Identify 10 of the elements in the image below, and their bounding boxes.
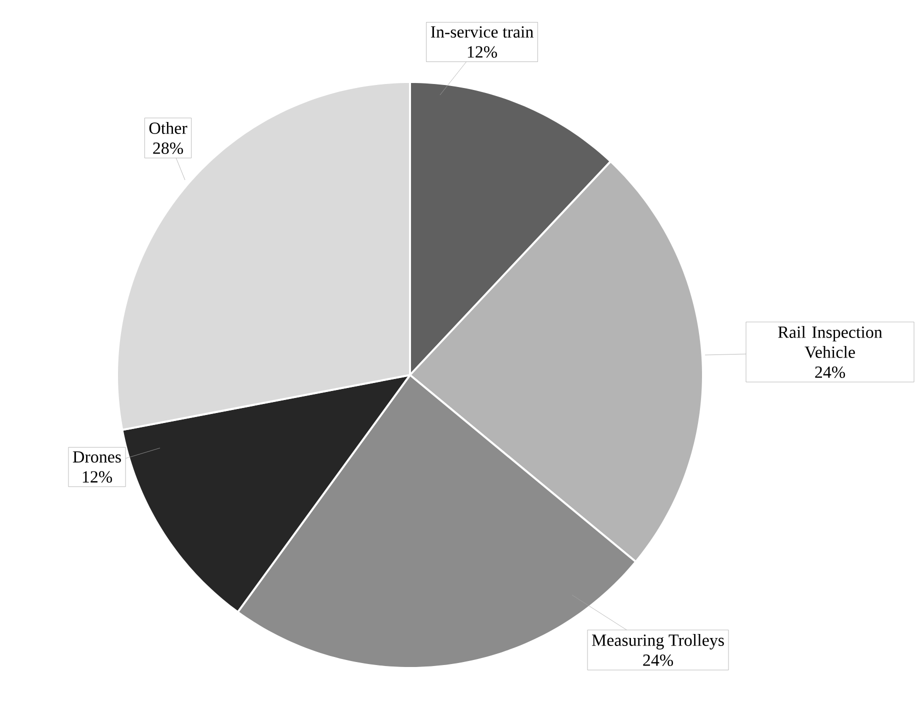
data-label: 28% [153, 142, 184, 154]
slice-label: Measuring Trolleys [592, 634, 724, 650]
slice-label: Rail Inspection Vehicle [778, 326, 882, 358]
data-label: 12% [82, 471, 112, 483]
slice-label: Other [149, 122, 188, 134]
data-label: 12% [468, 46, 498, 58]
data-label: 24% [643, 654, 674, 666]
data-label: 24% [815, 366, 846, 378]
slice-label: Drones [72, 451, 121, 463]
slice-label: In-service train [430, 26, 534, 38]
